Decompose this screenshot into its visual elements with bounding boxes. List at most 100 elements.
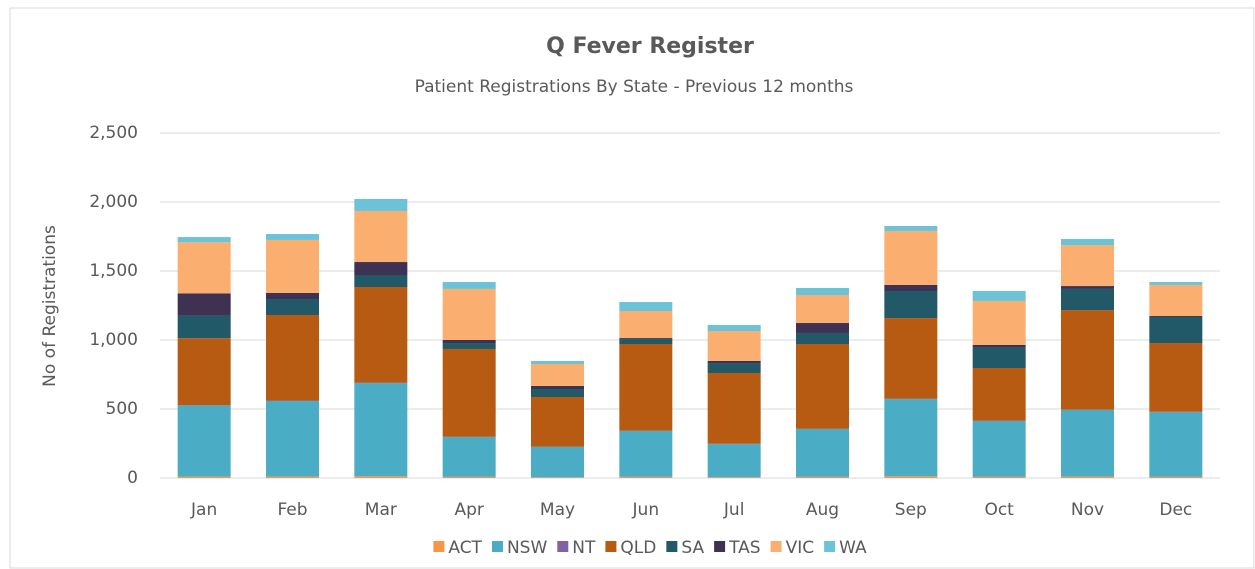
bar-segment [354, 210, 408, 263]
bar-segment [1061, 310, 1114, 410]
bar-segment [884, 291, 938, 319]
bar-segment [266, 292, 319, 300]
bar-segment [442, 288, 496, 340]
x-tick-label: Aug [806, 500, 839, 520]
bar-segment [1061, 245, 1114, 287]
bar-segment [707, 331, 761, 361]
legend-swatch [770, 541, 782, 552]
bar-segment [266, 400, 319, 477]
bar-segment [354, 383, 408, 477]
legend-swatch [824, 541, 836, 552]
x-tick-label: May [540, 500, 575, 520]
bar-segment [796, 295, 849, 324]
bar-segment [442, 282, 496, 289]
bar-segment [266, 476, 319, 478]
bar-segment [1149, 476, 1203, 478]
bar-segment [619, 338, 673, 340]
chart-subtitle: Patient Registrations By State - Previou… [415, 77, 854, 97]
y-tick-label: 500 [106, 399, 138, 419]
bar-segment [707, 372, 761, 444]
bar-segment [177, 315, 231, 339]
bar-segment [177, 476, 231, 478]
legend-label: TAS [728, 538, 761, 558]
legend-swatch [714, 541, 726, 552]
bar-segment [1149, 316, 1203, 344]
bar-segment [884, 226, 938, 231]
bar-segment [531, 385, 584, 389]
bar-segment [707, 324, 761, 332]
x-tick-label: Jun [632, 500, 660, 520]
bar-segment [1061, 238, 1114, 246]
y-tick-label: 1,000 [89, 330, 138, 350]
bar-segment [531, 364, 584, 386]
bar-segment [1149, 412, 1203, 477]
bar-segment [619, 476, 673, 478]
bar-segment [796, 344, 849, 429]
legend-label: QLD [620, 538, 656, 558]
bar-segment [972, 476, 1026, 478]
legend-label: NSW [507, 538, 548, 558]
bar-segment [442, 437, 496, 477]
bar-segment [442, 348, 496, 437]
chart-frame [9, 7, 1255, 569]
legend-label: VIC [786, 538, 815, 558]
x-tick-label: Apr [454, 500, 483, 520]
bar-segment [972, 291, 1026, 301]
bar-segment [266, 299, 319, 316]
bar-segment [354, 198, 408, 211]
x-tick-label: Dec [1159, 500, 1192, 520]
x-tick-label: Jul [723, 500, 745, 520]
bar-segment [442, 340, 496, 344]
bar-segment [884, 476, 938, 478]
bar-segment [177, 237, 231, 243]
bar-segment [707, 444, 761, 478]
bar-segment [266, 315, 319, 401]
x-tick-label: Feb [277, 500, 307, 520]
legend-label: SA [681, 538, 704, 558]
bar-segment [619, 302, 673, 312]
bar-segment [354, 476, 408, 478]
bar-segment [1149, 282, 1203, 285]
bar-segment [1061, 288, 1114, 311]
bar-segment [177, 293, 231, 316]
bar-segment [531, 396, 584, 447]
bar-segment [442, 476, 496, 478]
bar-segment [177, 405, 231, 477]
bar-segment [531, 360, 584, 365]
bar-segment [619, 339, 673, 345]
bar-segment [619, 430, 673, 477]
bar-segment [266, 234, 319, 240]
bar-segment [972, 368, 1026, 421]
bar-segment [796, 429, 849, 477]
chart-title: Q Fever Register [546, 34, 754, 59]
legend-swatch [491, 541, 503, 552]
bar-segment [972, 344, 1026, 348]
legend-swatch [605, 541, 617, 552]
legend-label: NT [572, 538, 596, 558]
bar-segment [266, 239, 319, 293]
y-tick-label: 0 [127, 468, 138, 488]
x-tick-label: Jan [190, 500, 217, 520]
bar-segment [884, 284, 938, 292]
bar-segment [1061, 286, 1114, 289]
bar-segment [354, 262, 408, 276]
bar-segment [796, 287, 849, 296]
legend-swatch [666, 541, 678, 552]
x-tick-label: Oct [984, 500, 1014, 520]
bar-segment [796, 332, 849, 345]
y-tick-label: 1,500 [89, 261, 138, 281]
bar-segment [884, 318, 938, 399]
bar-segment [884, 399, 938, 477]
bar-segment [354, 287, 408, 383]
legend-swatch [557, 541, 569, 552]
y-tick-label: 2,500 [89, 123, 138, 143]
bar-segment [796, 323, 849, 333]
bar-segment [1061, 476, 1114, 478]
bar-segment [972, 300, 1026, 345]
bar-segment [619, 311, 673, 339]
bar-segment [707, 363, 761, 373]
bar-segment [531, 477, 584, 478]
y-axis-label: No of Registrations [40, 225, 60, 387]
bar-segment [707, 360, 761, 364]
